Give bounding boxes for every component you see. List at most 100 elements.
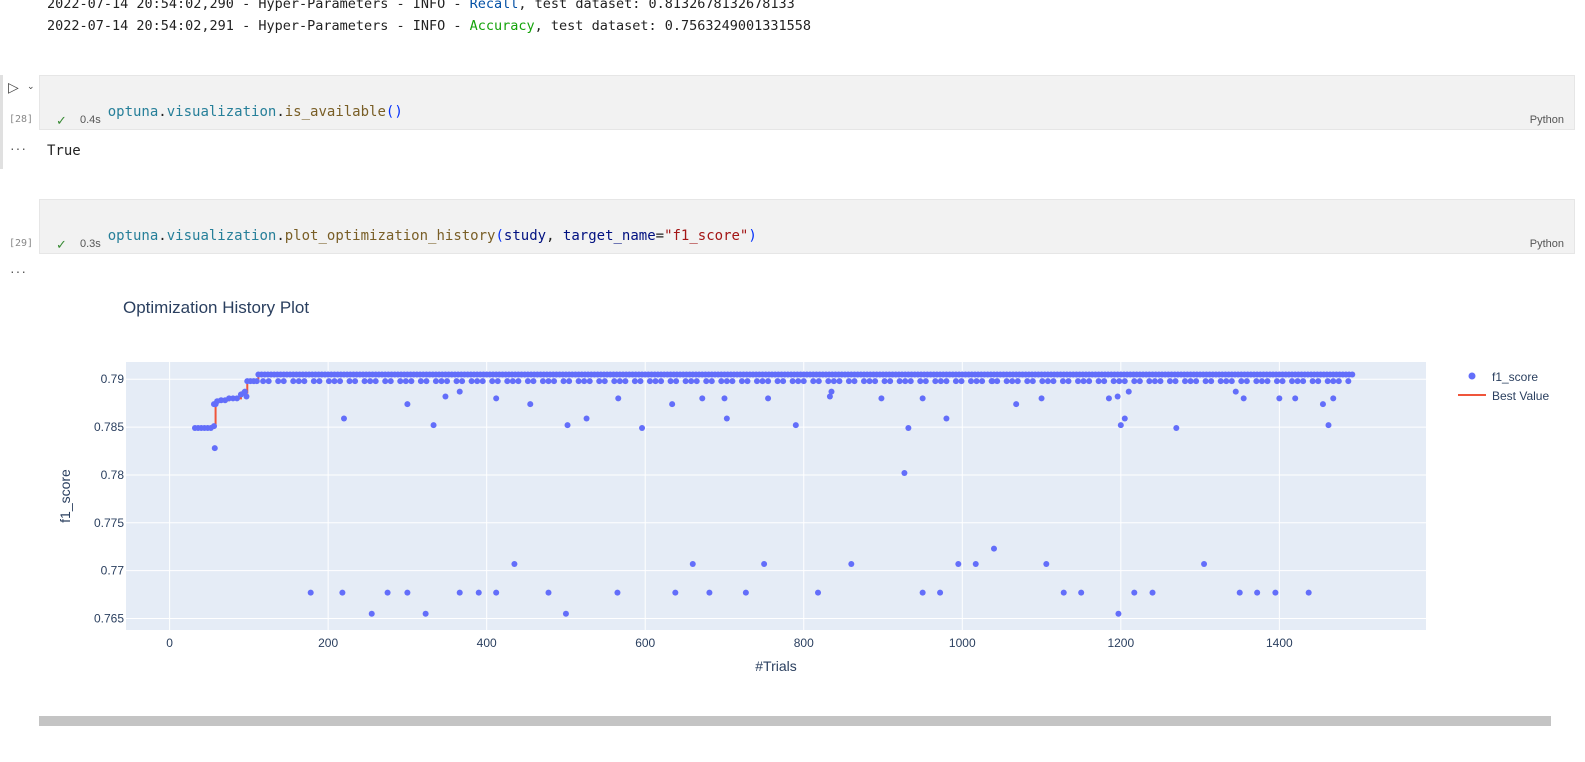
data-point[interactable] <box>1003 378 1010 385</box>
data-point[interactable] <box>260 378 267 385</box>
data-point[interactable] <box>562 610 569 617</box>
data-point[interactable] <box>479 378 486 385</box>
data-point[interactable] <box>765 395 772 402</box>
data-point[interactable] <box>1309 378 1316 385</box>
data-point[interactable] <box>658 378 665 385</box>
data-point[interactable] <box>1201 560 1208 567</box>
data-point[interactable] <box>404 589 411 596</box>
data-point[interactable] <box>937 589 944 596</box>
data-point[interactable] <box>669 401 676 408</box>
data-point[interactable] <box>1078 589 1085 596</box>
data-point[interactable] <box>699 395 706 402</box>
data-point[interactable] <box>1335 378 1342 385</box>
data-point[interactable] <box>917 378 924 385</box>
data-point[interactable] <box>1240 395 1247 402</box>
data-point[interactable] <box>1080 378 1087 385</box>
data-point[interactable] <box>990 545 997 552</box>
data-point[interactable] <box>352 378 359 385</box>
data-point[interactable] <box>729 378 736 385</box>
data-point[interactable] <box>210 401 217 408</box>
data-point[interactable] <box>1330 395 1337 402</box>
data-point[interactable] <box>1151 378 1158 385</box>
data-point[interactable] <box>952 378 959 385</box>
data-point[interactable] <box>616 378 623 385</box>
data-point[interactable] <box>1029 378 1036 385</box>
data-point[interactable] <box>372 378 379 385</box>
data-point[interactable] <box>1038 395 1045 402</box>
data-point[interactable] <box>301 378 308 385</box>
data-point[interactable] <box>539 378 546 385</box>
data-point[interactable] <box>1131 589 1138 596</box>
data-point[interactable] <box>825 378 832 385</box>
data-point[interactable] <box>943 378 950 385</box>
data-point[interactable] <box>682 378 689 385</box>
data-point[interactable] <box>1272 589 1279 596</box>
data-point[interactable] <box>422 610 429 617</box>
data-point[interactable] <box>430 422 437 429</box>
data-point[interactable] <box>1086 378 1093 385</box>
data-point[interactable] <box>901 470 908 477</box>
data-point[interactable] <box>307 589 314 596</box>
data-point[interactable] <box>241 388 248 395</box>
data-point[interactable] <box>989 378 996 385</box>
cell-language[interactable]: Python <box>1529 114 1564 126</box>
data-point[interactable] <box>560 378 567 385</box>
data-point[interactable] <box>639 425 646 432</box>
data-point[interactable] <box>493 395 500 402</box>
data-point[interactable] <box>614 589 621 596</box>
data-point[interactable] <box>1013 401 1020 408</box>
data-point[interactable] <box>331 378 338 385</box>
data-point[interactable] <box>367 378 374 385</box>
data-point[interactable] <box>265 378 272 385</box>
data-point[interactable] <box>721 395 728 402</box>
data-point[interactable] <box>826 393 833 400</box>
data-point[interactable] <box>1294 378 1301 385</box>
data-point[interactable] <box>1193 378 1200 385</box>
data-point[interactable] <box>1243 378 1250 385</box>
data-point[interactable] <box>943 415 950 422</box>
data-point[interactable] <box>601 378 608 385</box>
data-point[interactable] <box>1105 395 1112 402</box>
data-point[interactable] <box>896 378 903 385</box>
data-point[interactable] <box>646 378 653 385</box>
data-point[interactable] <box>1136 378 1143 385</box>
data-point[interactable] <box>667 378 674 385</box>
data-point[interactable] <box>1279 378 1286 385</box>
data-point[interactable] <box>1208 378 1215 385</box>
data-point[interactable] <box>744 378 751 385</box>
data-point[interactable] <box>1121 415 1128 422</box>
data-point[interactable] <box>275 378 282 385</box>
legend-label-best-value[interactable]: Best Value <box>1492 389 1549 403</box>
data-point[interactable] <box>753 378 760 385</box>
data-point[interactable] <box>1315 378 1322 385</box>
data-point[interactable] <box>972 560 979 567</box>
data-point[interactable] <box>845 378 852 385</box>
data-point[interactable] <box>1345 378 1352 385</box>
data-point[interactable] <box>780 378 787 385</box>
data-point[interactable] <box>1149 589 1156 596</box>
data-point[interactable] <box>979 378 986 385</box>
data-point[interactable] <box>295 378 302 385</box>
data-point[interactable] <box>1095 378 1102 385</box>
data-point[interactable] <box>673 378 680 385</box>
data-point[interactable] <box>368 610 375 617</box>
data-point[interactable] <box>1223 378 1230 385</box>
data-point[interactable] <box>872 378 879 385</box>
data-point[interactable] <box>958 378 965 385</box>
optimization-history-chart[interactable]: Optimization History Plot 0 200 400 600 800 1… <box>0 285 1585 705</box>
data-point[interactable] <box>815 589 822 596</box>
data-point[interactable] <box>1187 378 1194 385</box>
data-point[interactable] <box>438 378 445 385</box>
code-cell-29[interactable]: optuna.visualization.plot_optimization_h… <box>39 199 1575 254</box>
data-point[interactable] <box>688 378 695 385</box>
data-point[interactable] <box>723 378 730 385</box>
horizontal-scrollbar[interactable] <box>39 716 1551 726</box>
data-point[interactable] <box>1253 378 1260 385</box>
data-point[interactable] <box>1157 378 1164 385</box>
data-point[interactable] <box>524 378 531 385</box>
data-point[interactable] <box>1101 378 1108 385</box>
data-point[interactable] <box>397 378 404 385</box>
data-point[interactable] <box>994 378 1001 385</box>
data-point[interactable] <box>1024 378 1031 385</box>
code-line[interactable]: optuna.visualization.is_available() <box>74 88 403 136</box>
